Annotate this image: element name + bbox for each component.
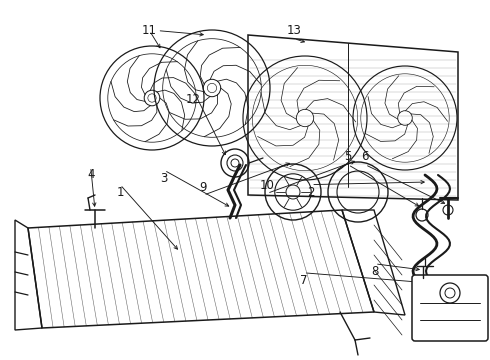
FancyBboxPatch shape xyxy=(412,275,488,341)
Text: 8: 8 xyxy=(371,265,379,278)
Text: 7: 7 xyxy=(300,274,308,287)
Text: 5: 5 xyxy=(344,150,352,163)
Text: 3: 3 xyxy=(160,172,168,185)
Text: 1: 1 xyxy=(116,186,124,199)
Text: 10: 10 xyxy=(260,179,274,192)
Text: 11: 11 xyxy=(142,24,157,37)
Text: 13: 13 xyxy=(287,24,301,37)
Text: 4: 4 xyxy=(87,168,95,181)
Text: 6: 6 xyxy=(361,150,369,163)
Text: 12: 12 xyxy=(186,93,201,105)
Text: 2: 2 xyxy=(307,186,315,199)
Text: 9: 9 xyxy=(199,181,207,194)
